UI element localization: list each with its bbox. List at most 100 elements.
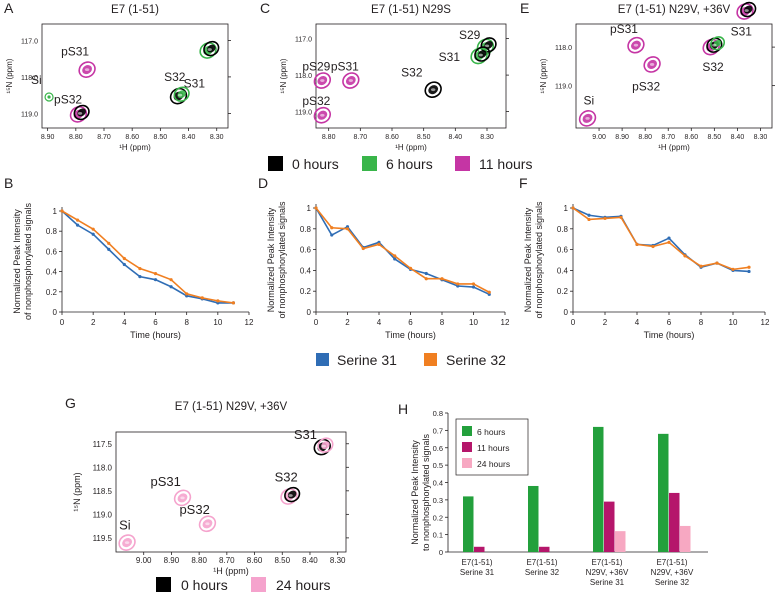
x-tick-label: 8.80 xyxy=(69,134,83,141)
panel-letter-d: D xyxy=(258,175,268,191)
peak-s32-highlight xyxy=(288,494,293,497)
y-tick-label: 0.3 xyxy=(433,496,443,505)
y-axis-label: Normalized Peak Intensityof nonphosphory… xyxy=(523,201,544,319)
category-label: E7(1-51) xyxy=(656,558,687,567)
y-tick-label: 0.6 xyxy=(300,246,312,255)
category-label: E7(1-51) xyxy=(461,558,492,567)
peak-ps31 xyxy=(78,61,96,78)
bar-legend-label: 6 hours xyxy=(477,427,505,437)
y-axis-label: ¹⁵N (ppm) xyxy=(5,58,14,93)
y-tick-label: 0.4 xyxy=(433,479,443,488)
y-tick-label: 0.7 xyxy=(433,426,443,435)
data-point-serine32 xyxy=(107,241,111,245)
peak-label-s32: S32 xyxy=(702,60,724,74)
bar-legend-label: 24 hours xyxy=(477,459,510,469)
y-tick-label: 0.4 xyxy=(46,268,58,277)
bar-6hours-cat1 xyxy=(463,496,474,552)
panel-letter-h: H xyxy=(398,401,408,417)
peak-s32 xyxy=(702,36,726,56)
peak-s31-contour-2 xyxy=(317,437,334,453)
peak-ps32-contour-2 xyxy=(73,104,90,121)
x-tick-label: 6 xyxy=(408,318,413,327)
legend-swatch-6h xyxy=(362,156,377,171)
peak-label-ps31: pS31 xyxy=(331,60,359,74)
peak-ps32-highlight xyxy=(205,522,210,526)
peak-ps32-contour-1 xyxy=(313,106,332,124)
peak-s32-contour-3 xyxy=(710,36,726,51)
bar-legend-swatch xyxy=(462,426,472,436)
peak-ps32-highlight xyxy=(77,112,83,115)
peak-label-ps32: pS32 xyxy=(302,94,330,108)
x-axis-label: Time (hours) xyxy=(644,330,695,340)
category-label: E7(1-51) xyxy=(591,558,622,567)
data-point-serine32 xyxy=(667,240,671,244)
peak-s32 xyxy=(169,86,190,105)
legend-label-serine31: Serine 31 xyxy=(337,352,397,368)
peak-ps32 xyxy=(313,106,332,124)
peak-si xyxy=(578,110,597,127)
data-point-serine32 xyxy=(747,265,751,269)
data-point-serine32 xyxy=(185,292,189,296)
peak-ps31-highlight xyxy=(348,79,354,82)
y-axis-label: Normalized Peak Intensityof nonphosphory… xyxy=(12,202,33,320)
peak-label-s32: S32 xyxy=(164,70,186,84)
bar-11hours-cat2 xyxy=(539,546,550,552)
x-axis-label: ¹H (ppm) xyxy=(395,143,427,152)
peak-ps32-contour-1 xyxy=(643,56,661,73)
peak-label-s31: S31 xyxy=(294,427,317,442)
y-tick-label: 117.0 xyxy=(21,38,38,45)
legend-label-0h-bottom: 0 hours xyxy=(181,577,228,593)
data-point-serine31 xyxy=(393,257,397,261)
spectrum-frame xyxy=(41,23,229,129)
spectrum-frame xyxy=(575,23,773,129)
data-point-serine32 xyxy=(231,301,236,305)
x-tick-label: 2 xyxy=(603,318,608,327)
x-axis-label: ¹H (ppm) xyxy=(213,566,249,576)
bar-24hours-cat4 xyxy=(680,525,691,552)
x-tick-label: 8.40 xyxy=(302,556,318,565)
x-tick-label: 8.70 xyxy=(354,134,368,141)
peak-ps32 xyxy=(69,104,90,123)
x-tick-label: 8.80 xyxy=(191,556,207,565)
data-point-serine32 xyxy=(122,256,126,261)
legend-swatch-serine31 xyxy=(316,353,329,366)
peak-ps31 xyxy=(627,36,645,54)
x-tick-label: 8.70 xyxy=(661,134,675,141)
data-point-serine31 xyxy=(330,233,334,237)
spectrum-e: E7 (1-51) N29V, +36V 9.00 8.90 8.80 8.70 8.60… xyxy=(539,1,775,152)
y-tick-label: 118.0 xyxy=(555,45,572,52)
data-point-serine31 xyxy=(107,247,111,251)
peak-si-highlight xyxy=(124,541,130,544)
data-point-serine32 xyxy=(683,254,687,258)
x-tick-label: 8 xyxy=(440,318,445,327)
y-tick-label: 0 xyxy=(307,308,312,317)
y-axis-label: ¹⁵N (ppm) xyxy=(279,58,288,93)
data-point-serine32 xyxy=(153,272,158,276)
x-tick-label: 8.50 xyxy=(154,134,168,141)
bar-11hours-cat1 xyxy=(474,546,485,552)
serine-legend: Serine 31 Serine 32 xyxy=(316,352,506,368)
spectrum-title: E7 (1-51) N29S xyxy=(371,4,451,16)
x-tick-label: 8.30 xyxy=(330,556,346,565)
data-point-serine32 xyxy=(314,206,318,210)
peak-label-s31: S31 xyxy=(731,25,753,39)
bar-chart-h: 0 0.1 0.2 0.3 0.4 0.5 0.6 0.7 0.8 Normalized Peak… xyxy=(410,409,708,587)
y-tick-label: 0.2 xyxy=(557,287,569,296)
peak-ps32-contour-1 xyxy=(198,515,217,533)
x-tick-label: 8 xyxy=(184,318,189,327)
bar-6hours-cat4 xyxy=(658,433,669,552)
x-tick-label: 8.60 xyxy=(247,556,263,565)
series-line-serine32 xyxy=(315,207,490,293)
x-tick-label: 8.30 xyxy=(480,134,494,141)
x-tick-label: 8.90 xyxy=(41,134,55,141)
data-point-serine31 xyxy=(75,223,80,227)
x-tick-label: 0 xyxy=(60,318,65,327)
peak-ps32 xyxy=(643,56,661,73)
peak-label-s31: S31 xyxy=(439,50,461,64)
spectrum-frame xyxy=(115,431,347,553)
peak-ps31-highlight xyxy=(633,43,639,47)
data-point-serine32 xyxy=(408,266,413,270)
peak-ps31 xyxy=(173,489,192,507)
category-label: E7(1-51) xyxy=(526,558,557,567)
data-point-serine31 xyxy=(747,269,751,274)
